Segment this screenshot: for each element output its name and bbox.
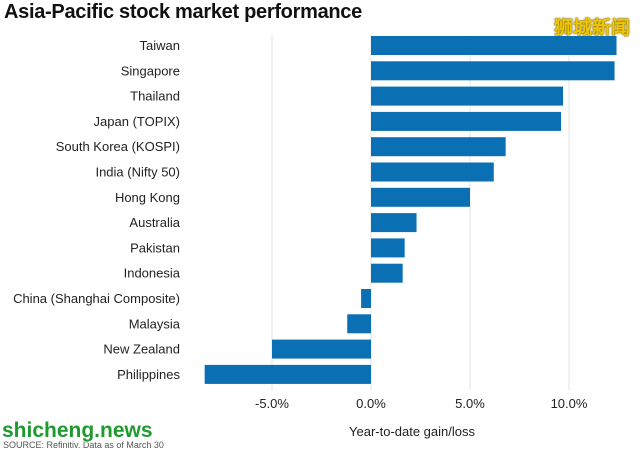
bar (371, 86, 564, 106)
x-tick-label: -5.0% (255, 396, 289, 411)
x-axis-label: Year-to-date gain/loss (349, 424, 475, 439)
source-note: SOURCE: Refinitiv. Data as of March 30 (3, 440, 164, 450)
category-label: New Zealand (103, 342, 180, 357)
category-label: Taiwan (140, 38, 180, 53)
bar (371, 61, 615, 81)
bar (347, 314, 371, 334)
category-label: India (Nifty 50) (95, 165, 180, 180)
bar (371, 213, 417, 233)
bar (361, 289, 371, 308)
category-label: Australia (129, 215, 180, 230)
category-labels: Taiwan Singapore Thailand Japan (TOPIX) Sout… (13, 38, 181, 382)
category-label: Philippines (117, 367, 180, 382)
x-tick-labels: -5.0% 0.0% 5.0% 10.0% (255, 396, 588, 411)
category-label: China (Shanghai Composite) (13, 291, 180, 306)
x-tick-label: 0.0% (356, 396, 386, 411)
bar (371, 36, 617, 55)
category-label: Thailand (130, 89, 180, 104)
x-tick-label: 10.0% (551, 396, 588, 411)
category-label: South Korea (KOSPI) (56, 139, 180, 154)
watermark-site-logo: shicheng.news (2, 419, 153, 442)
watermark-chinese-logo: 狮城新闻 (553, 17, 630, 39)
bar (371, 111, 562, 131)
category-label: Hong Kong (115, 190, 180, 205)
category-label: Indonesia (124, 266, 181, 281)
x-tick-label: 5.0% (455, 396, 485, 411)
chart-title: Asia-Pacific stock market performance (4, 1, 362, 23)
bar (371, 162, 494, 182)
bar (272, 339, 371, 359)
bar (371, 187, 470, 207)
category-label: Pakistan (130, 240, 180, 255)
category-label: Japan (TOPIX) (94, 114, 180, 129)
category-label: Singapore (121, 63, 180, 78)
category-label: Malaysia (129, 316, 181, 331)
bars (204, 36, 617, 384)
bar (371, 137, 506, 157)
bar (204, 364, 371, 384)
bar (371, 263, 403, 283)
bar (371, 238, 405, 258)
